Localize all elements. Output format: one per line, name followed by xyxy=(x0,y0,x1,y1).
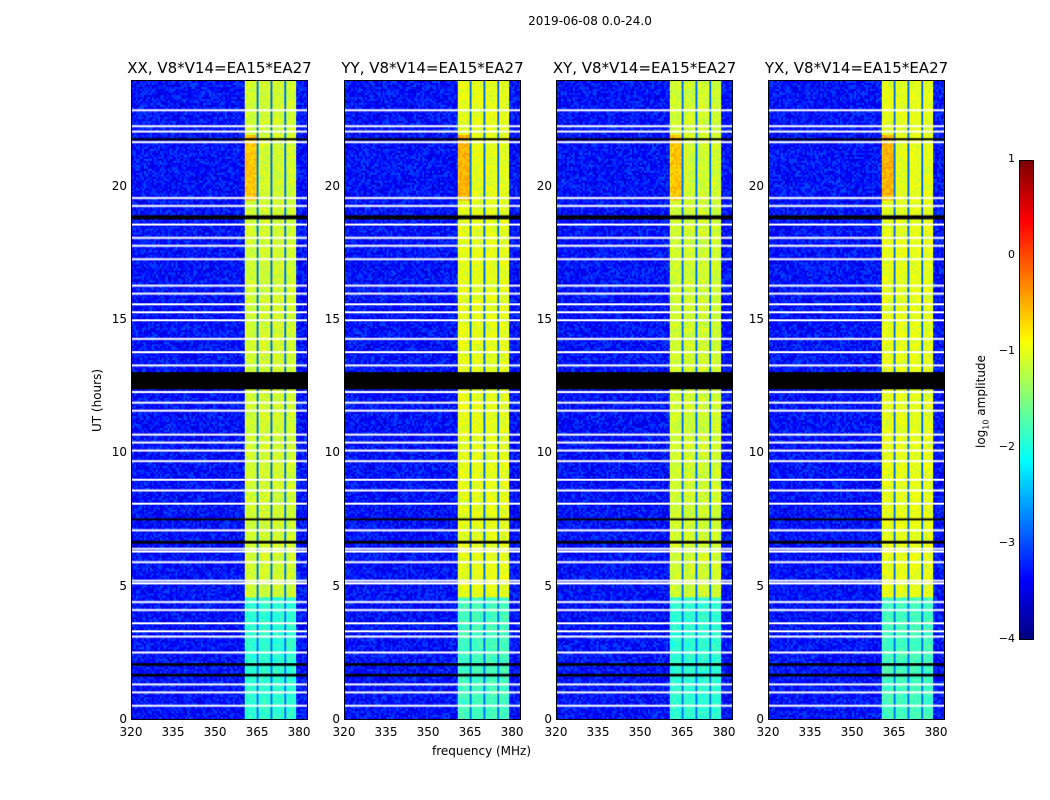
y-tick-label: 5 xyxy=(119,578,127,593)
colorbar-tick-label: 1 xyxy=(1008,152,1015,165)
x-tick-label: 335 xyxy=(798,725,822,739)
x-tick-label: 380 xyxy=(924,725,948,739)
y-tick-label: 5 xyxy=(544,578,552,593)
colorbar-label: log10 amplitude xyxy=(974,355,991,448)
x-tick-label: 380 xyxy=(712,725,736,739)
heatmap-panel xyxy=(344,80,521,720)
y-tick-label: 5 xyxy=(756,578,764,593)
y-tick-label: 10 xyxy=(536,445,552,460)
heatmap-panel xyxy=(768,80,945,720)
x-tick-label: 335 xyxy=(586,725,610,739)
y-tick-label: 20 xyxy=(536,178,552,193)
heatmap-panel xyxy=(556,80,733,720)
y-tick-label: 20 xyxy=(324,178,340,193)
panel-title: XX, V8*V14=EA15*EA27 xyxy=(127,59,312,77)
colorbar-tick-label: −4 xyxy=(998,632,1015,645)
y-tick-label: 15 xyxy=(536,312,552,326)
colorbar-tick-label: −1 xyxy=(998,344,1015,357)
y-tick-label: 5 xyxy=(332,578,340,593)
heatmap-image xyxy=(557,81,732,719)
panel-title: YY, V8*V14=EA15*EA27 xyxy=(341,59,524,77)
x-tick-label: 365 xyxy=(245,725,269,739)
x-tick-label: 335 xyxy=(161,725,185,739)
x-tick-label: 380 xyxy=(287,725,311,739)
x-tick-label: 320 xyxy=(756,725,780,739)
y-tick-label: 0 xyxy=(756,712,764,726)
y-tick-label: 10 xyxy=(748,445,764,460)
colorbar-tick-label: 0 xyxy=(1008,248,1015,261)
heatmap-image xyxy=(769,81,944,719)
x-tick-label: 365 xyxy=(670,725,694,739)
y-axis-label: UT (hours) xyxy=(90,368,104,432)
figure-title: 2019-06-08 0.0-24.0 xyxy=(528,14,652,28)
y-tick-label: 15 xyxy=(748,312,764,326)
heatmap-panel xyxy=(131,80,308,720)
x-tick-label: 350 xyxy=(416,725,440,739)
x-tick-label: 350 xyxy=(628,725,652,739)
colorbar-tick-label: −3 xyxy=(998,536,1015,549)
y-tick-label: 10 xyxy=(324,445,340,460)
y-tick-label: 0 xyxy=(544,712,552,726)
x-tick-label: 320 xyxy=(119,725,143,739)
panel-title: YX, V8*V14=EA15*EA27 xyxy=(764,59,949,77)
x-tick-label: 320 xyxy=(544,725,568,739)
x-axis-label: frequency (MHz) xyxy=(432,744,532,758)
x-tick-label: 365 xyxy=(458,725,482,739)
x-tick-label: 350 xyxy=(840,725,864,739)
y-tick-label: 15 xyxy=(324,312,340,326)
x-tick-label: 380 xyxy=(500,725,524,739)
colorbar-tick-label: −2 xyxy=(998,440,1015,453)
y-tick-label: 10 xyxy=(111,445,127,460)
y-tick-label: 0 xyxy=(119,712,127,726)
y-tick-label: 20 xyxy=(111,178,127,193)
y-tick-label: 20 xyxy=(748,178,764,193)
x-tick-label: 320 xyxy=(332,725,356,739)
x-tick-label: 365 xyxy=(882,725,906,739)
panel-title: XY, V8*V14=EA15*EA27 xyxy=(552,59,737,77)
x-tick-label: 350 xyxy=(203,725,227,739)
x-tick-label: 335 xyxy=(374,725,398,739)
y-tick-label: 15 xyxy=(111,312,127,326)
colorbar xyxy=(1019,160,1034,640)
y-tick-label: 0 xyxy=(332,712,340,726)
heatmap-image xyxy=(345,81,520,719)
heatmap-image xyxy=(132,81,307,719)
